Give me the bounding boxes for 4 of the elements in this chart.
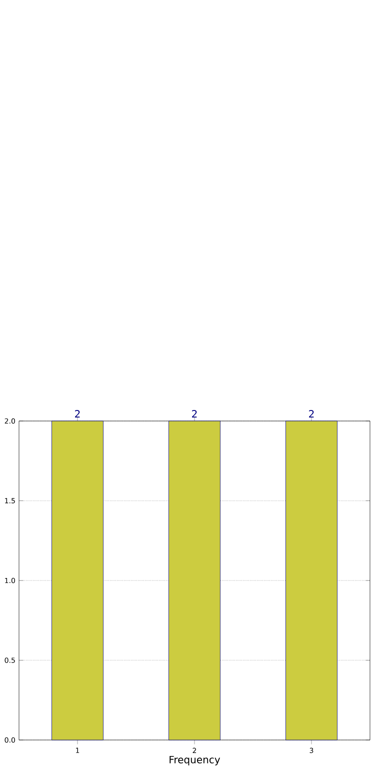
data-label: 2 <box>309 410 314 418</box>
x-axis-title: Frequency <box>170 756 220 766</box>
data-label: 2 <box>75 410 80 418</box>
data-label: 2 <box>192 410 197 418</box>
